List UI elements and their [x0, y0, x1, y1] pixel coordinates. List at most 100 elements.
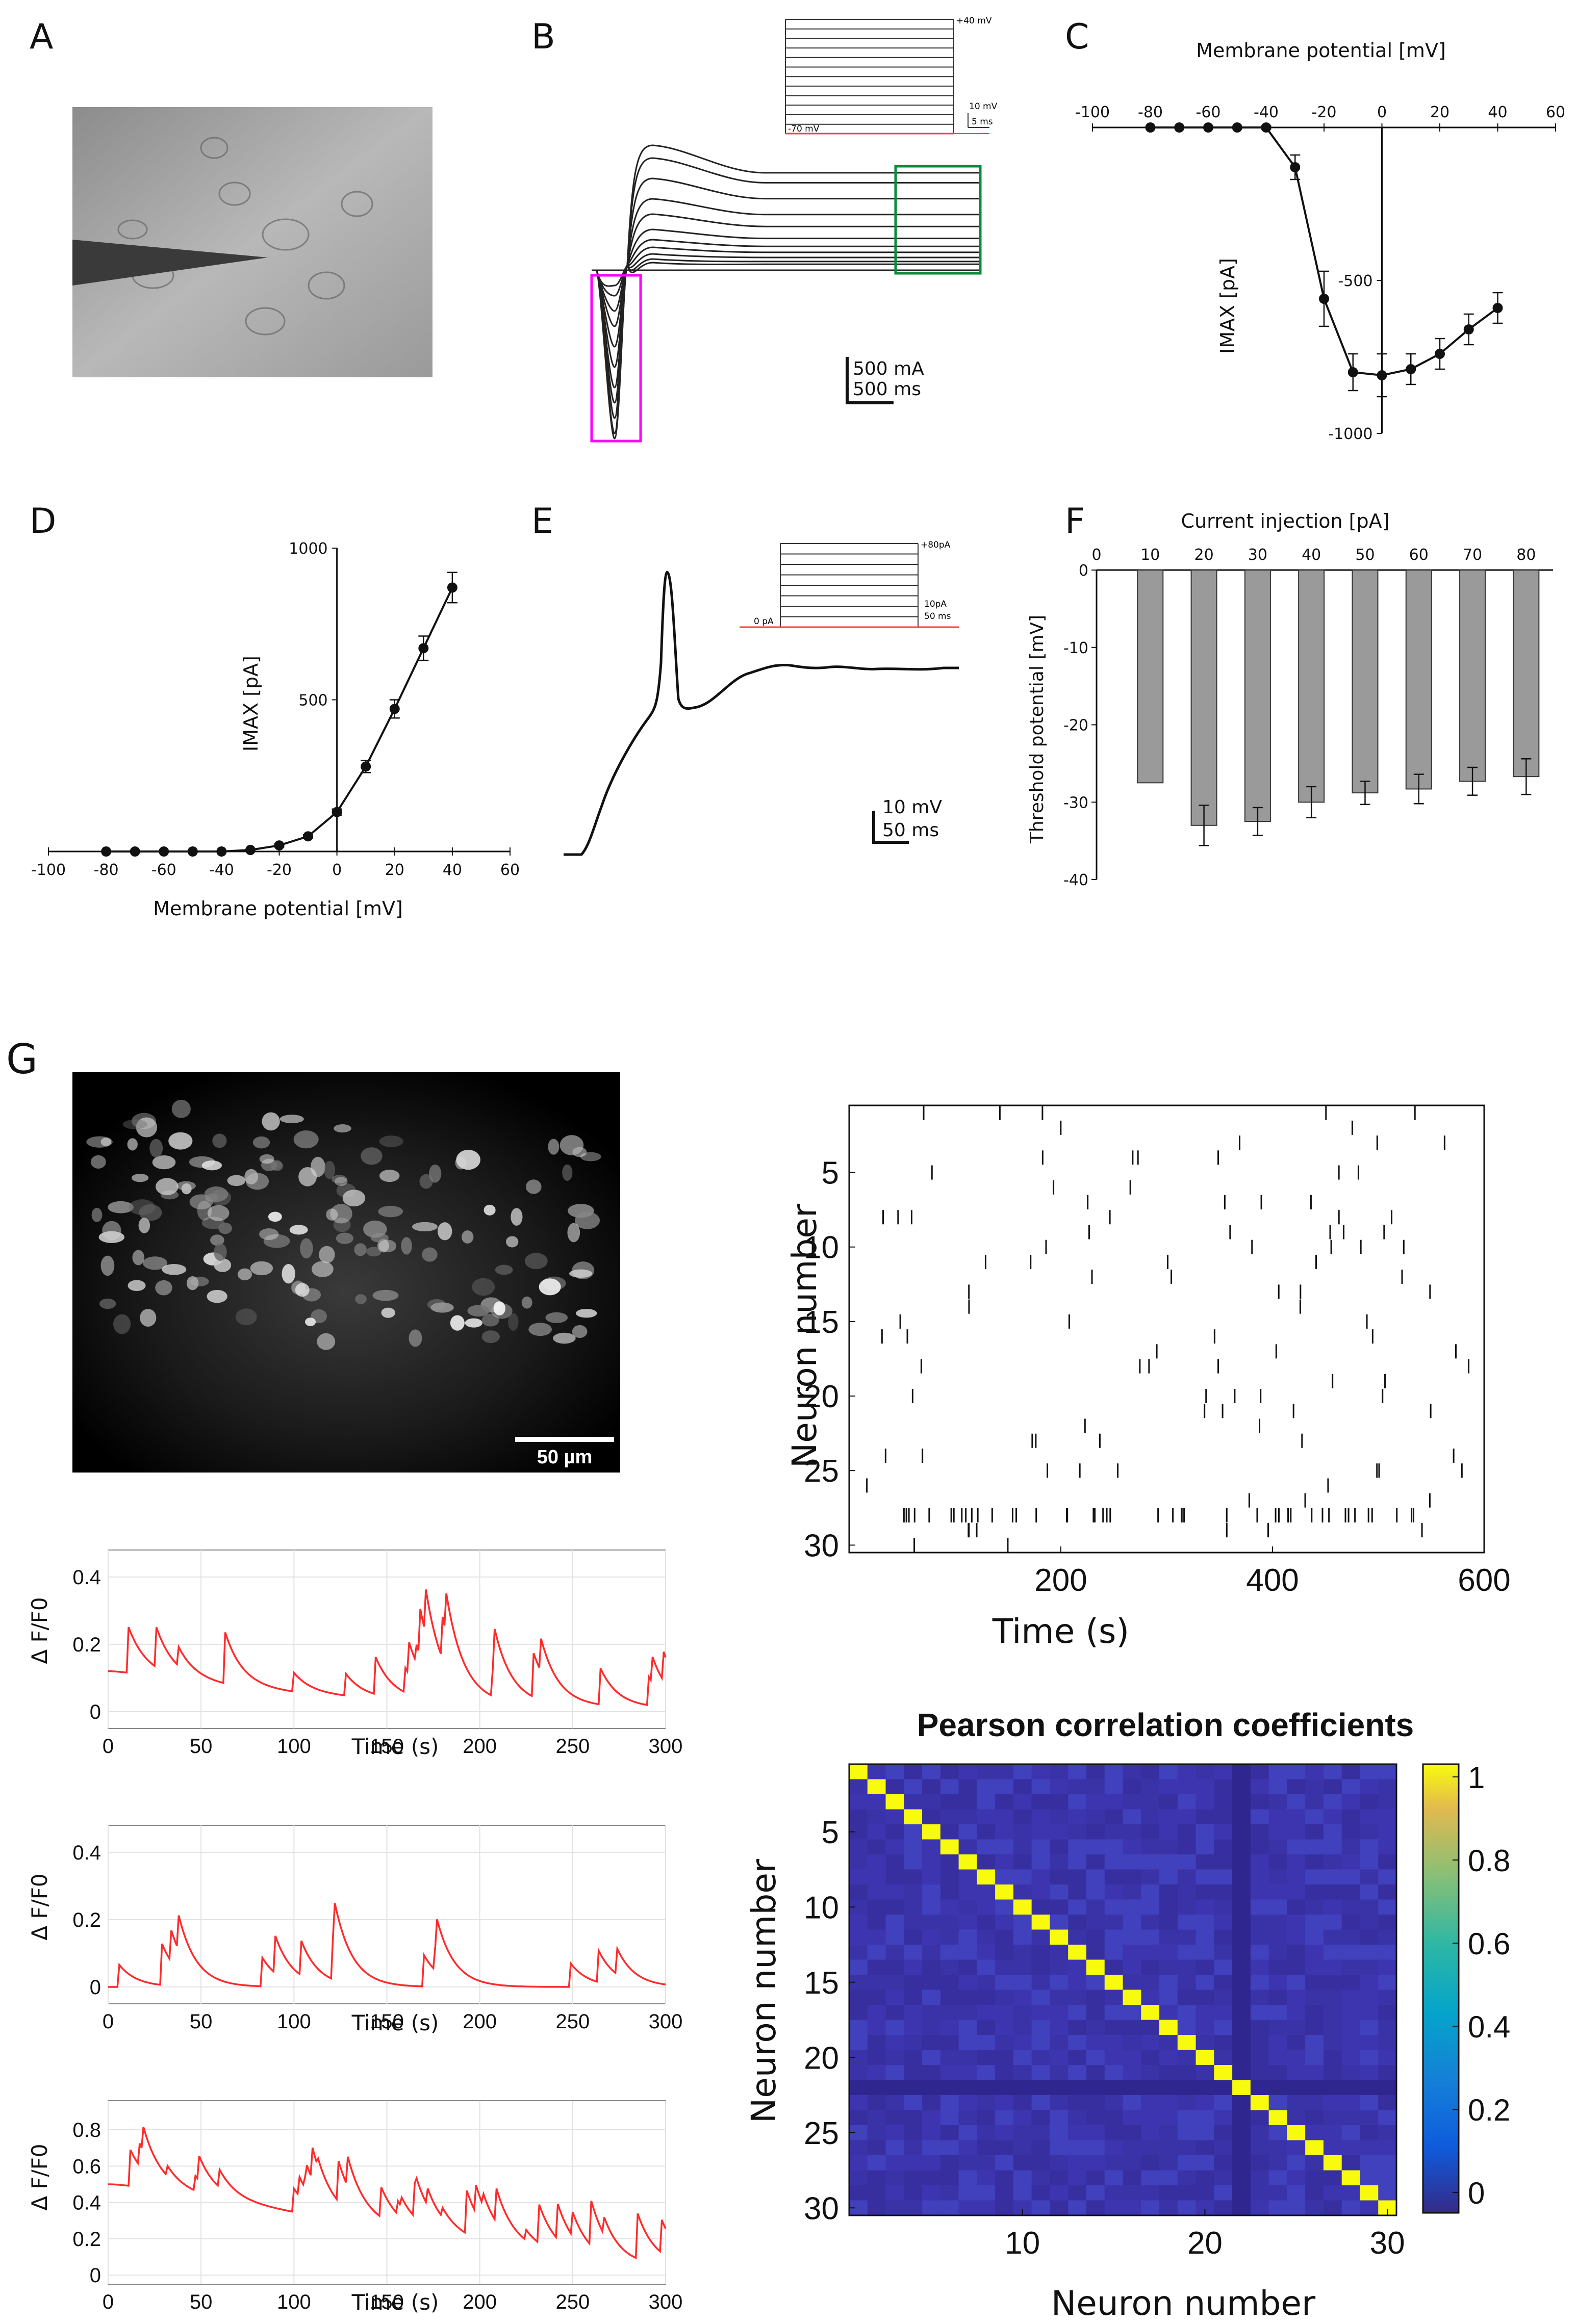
cell	[128, 1280, 146, 1292]
cell	[311, 1261, 334, 1277]
heatmap-cell	[1214, 1884, 1233, 1900]
heatmap-cell	[1159, 1959, 1178, 1975]
heatmap-xlabel: Neuron number	[1051, 2284, 1316, 2323]
heatmap-cell	[867, 1915, 886, 1930]
cell	[493, 1301, 505, 1315]
heatmap-cell	[1050, 2035, 1069, 2050]
cell	[525, 1179, 542, 1194]
heatmap-cell	[885, 1839, 904, 1855]
heatmap-cell	[1360, 1839, 1379, 1855]
heatmap-cell	[995, 2080, 1014, 2096]
heatmap-cell	[977, 2035, 996, 2050]
heatmap-cell	[1250, 1975, 1269, 1990]
heatmap-cell	[1341, 2035, 1360, 2050]
cell	[218, 1222, 232, 1234]
colorbar-tick-label: 0.6	[1468, 1927, 1510, 1961]
heatmap-cell	[1287, 2125, 1306, 2140]
cell	[279, 1115, 304, 1123]
heatmap-cell	[1050, 2200, 1069, 2216]
heatmap-cell	[1013, 1824, 1032, 1840]
cell	[98, 1231, 124, 1243]
heatmap-cell	[1214, 1869, 1233, 1885]
heatmap-cell	[1177, 1959, 1197, 1975]
cell	[524, 1253, 548, 1270]
heatmap-cell	[1287, 2080, 1306, 2096]
heatmap-cell	[1360, 2140, 1379, 2156]
heatmap-cell	[958, 1884, 977, 1900]
heatmap-cell	[1196, 2020, 1214, 2035]
heatmap-cell	[1086, 2005, 1105, 2020]
cell	[204, 1186, 228, 1202]
heatmap-cell	[1068, 2155, 1087, 2171]
heatmap-cell	[1141, 1915, 1160, 1930]
raster-frame	[848, 1104, 1485, 1554]
heatmap-cell	[1341, 1899, 1360, 1915]
heatmap-cell	[958, 2065, 977, 2080]
heatmap-cell	[1323, 1945, 1342, 1960]
heatmap-cell	[1159, 1990, 1178, 2005]
heatmap-cell	[1031, 2170, 1050, 2186]
heatmap-cell	[1378, 2110, 1397, 2126]
cell	[113, 1314, 131, 1334]
heatmap-cell	[849, 2080, 868, 2096]
heatmap-cell	[904, 1854, 923, 1870]
heatmap-cell	[1177, 1945, 1197, 1960]
cell	[333, 1218, 351, 1232]
heatmap-cell	[1068, 2050, 1087, 2065]
heatmap-cell	[977, 2110, 996, 2126]
cell	[262, 1112, 280, 1131]
heatmap-cell	[1141, 2140, 1160, 2156]
heatmap-cell	[1232, 2110, 1251, 2126]
heatmap-cell	[1232, 2125, 1251, 2140]
heatmap-cell	[1360, 1824, 1379, 1840]
heatmap-cell	[958, 2050, 977, 2065]
heatmap-cell	[904, 1990, 923, 2005]
cell	[210, 1234, 224, 1246]
heatmap-cell	[1177, 2080, 1197, 2096]
heatmap-cell	[1141, 1884, 1160, 1900]
bar	[1244, 570, 1271, 822]
heatmap-cell	[1196, 2095, 1214, 2110]
heatmap-cell	[1068, 1975, 1087, 1990]
heatmap-cell	[1013, 1809, 1032, 1825]
heatmap-cell	[1360, 1929, 1379, 1945]
heatmap-cell	[1104, 2005, 1123, 2020]
heatmap-cell	[1305, 2005, 1324, 2020]
heatmap-cell	[1050, 1945, 1069, 1960]
heatmap-cell	[885, 1929, 904, 1945]
cell	[319, 1246, 335, 1263]
x-tick-label: 200	[463, 2291, 497, 2313]
heatmap-cell	[867, 2050, 886, 2065]
heatmap-cell	[1341, 1959, 1360, 1975]
heatmap-cell	[1013, 2155, 1032, 2171]
heatmap-cell	[904, 1975, 923, 1990]
heatmap-cell	[1250, 2155, 1269, 2171]
heatmap-cell	[940, 1779, 959, 1795]
heatmap-cell	[1104, 2155, 1123, 2171]
cell	[539, 1278, 561, 1296]
heatmap-cell	[1214, 2020, 1233, 2035]
heatmap-cell	[1378, 1899, 1397, 1915]
heatmap-cell	[1250, 1869, 1269, 1885]
heatmap-cell	[1268, 2020, 1287, 2035]
x-tick-label: 400	[1246, 1563, 1299, 1598]
heatmap-cell	[1214, 1854, 1233, 1870]
heatmap-cell	[1341, 2125, 1360, 2140]
heatmap-cell	[1031, 1975, 1050, 1990]
heatmap-cell	[1323, 2185, 1342, 2201]
heatmap-cell	[1287, 1929, 1306, 1945]
heatmap-cell	[1013, 1884, 1032, 1900]
heatmap-cell	[1068, 1945, 1087, 1960]
bar	[1405, 570, 1432, 790]
colorbar-ticks: 1 0.8 0.6 0.4 0.2 0	[1453, 1761, 1510, 2210]
heatmap-cell	[922, 1945, 941, 1960]
heatmap-cell	[1123, 1884, 1141, 1900]
heatmap-cell	[1341, 2020, 1360, 2035]
heatmap-cell	[1360, 1990, 1379, 2005]
heatmap-cell	[1250, 2020, 1269, 2035]
cell	[201, 1160, 222, 1171]
heatmap-cell	[885, 1869, 904, 1885]
heatmap-cell	[995, 1839, 1014, 1855]
heatmap-cell	[940, 2035, 959, 2050]
heatmap-cell	[1104, 1779, 1123, 1795]
